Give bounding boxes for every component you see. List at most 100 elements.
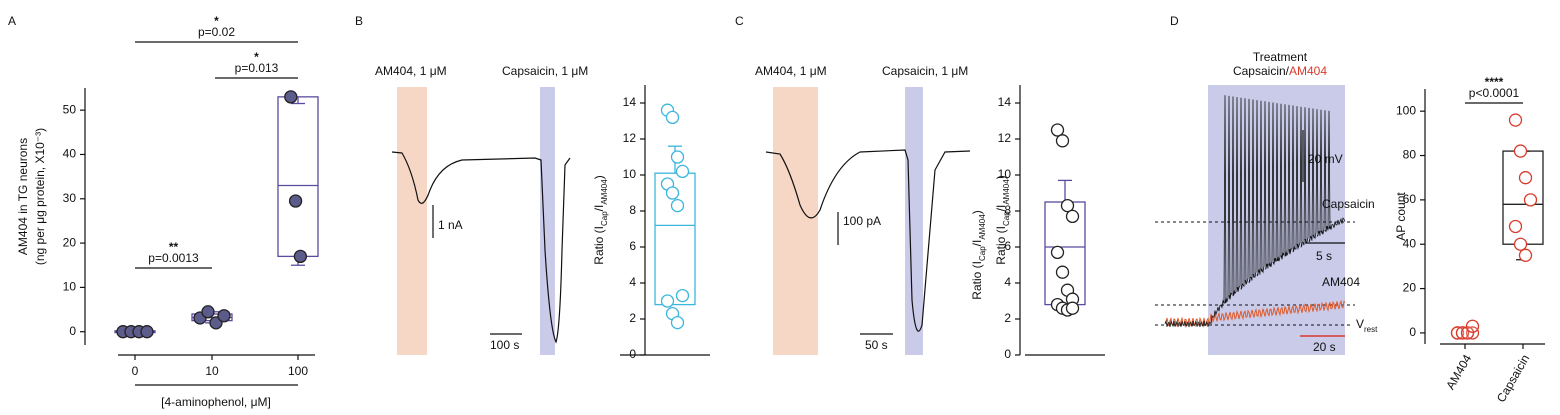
data-point <box>1065 209 1080 224</box>
label-part: /I <box>592 205 606 212</box>
y-tick-label: 40 <box>63 147 77 161</box>
y-tick-label: 2 <box>1004 311 1011 325</box>
label-part: Ratio (I <box>970 261 984 300</box>
am404-trace <box>1164 299 1346 328</box>
y-axis-label: AP count <box>1394 192 1408 241</box>
data-point <box>660 294 675 308</box>
data-point <box>1065 301 1080 315</box>
y-tick-label: 20 <box>63 235 77 249</box>
label-part: AM404 <box>600 179 609 205</box>
data-point <box>1508 219 1523 234</box>
data-point <box>1050 245 1065 260</box>
scale-label: 1 nA <box>438 218 463 232</box>
x-tick-label: Capsaicin <box>1494 352 1532 405</box>
treatment-subtitle: Capsaicin/AM404 <box>1233 64 1327 78</box>
label-part: Capsaicin/ <box>1233 64 1290 78</box>
y-axis-label: (ng per μg protein, X10⁻³) <box>33 128 47 265</box>
data-point <box>675 164 690 179</box>
panel-letter: B <box>355 14 363 28</box>
scale-label: 5 s <box>1316 249 1332 263</box>
data-point <box>670 315 685 330</box>
data-point <box>140 325 154 339</box>
side-label: Ratio (ICap/IAM404) <box>970 210 986 299</box>
x-tick-label: 10 <box>205 364 219 378</box>
x-tick-label: 100 <box>288 364 308 378</box>
label-part: ) <box>970 210 984 214</box>
y-tick-label: 2 <box>629 311 636 325</box>
data-point <box>1055 134 1070 148</box>
data-point <box>1518 248 1533 262</box>
scale-label: 100 s <box>490 338 519 352</box>
box <box>277 96 319 258</box>
data-point <box>1455 326 1470 340</box>
data-point <box>670 198 685 213</box>
treatment-label: Capsaicin, 1 μM <box>502 64 588 78</box>
data-point <box>284 90 298 104</box>
label-part: rest <box>1364 325 1378 334</box>
p-value: p=0.013 <box>235 61 279 75</box>
trace-label: AM404 <box>1322 275 1360 289</box>
y-tick-label: 12 <box>998 131 1012 145</box>
y-tick-label: 4 <box>629 275 636 289</box>
y-tick-label: 10 <box>998 167 1012 181</box>
box <box>1502 150 1544 245</box>
data-point <box>1060 198 1075 213</box>
data-point <box>201 305 215 319</box>
treatment-label: AM404, 1 μM <box>755 64 827 78</box>
y-tick-label: 0 <box>1409 325 1416 339</box>
data-point <box>1518 171 1533 185</box>
panel-letter: A <box>8 14 16 28</box>
label-part: ) <box>592 175 606 179</box>
treatment-title: Treatment <box>1253 50 1308 64</box>
label-part: /I <box>970 240 984 247</box>
vrest-label: Vrest <box>1356 317 1378 333</box>
y-axis-label: AM404 in TG neurons <box>16 138 30 255</box>
data-point <box>1465 326 1480 340</box>
data-point <box>1508 113 1523 127</box>
y-tick-label: 60 <box>1403 192 1417 206</box>
data-point <box>293 249 308 264</box>
treatment-label: AM404, 1 μM <box>375 64 447 78</box>
label-part: Cap <box>1002 211 1011 226</box>
data-point <box>665 186 680 200</box>
y-tick-label: 14 <box>623 95 637 109</box>
data-point <box>288 194 303 208</box>
data-point <box>1513 237 1528 251</box>
data-point <box>1513 144 1528 158</box>
data-point <box>1055 265 1070 279</box>
x-axis-label: [4-aminophenol, μM] <box>161 395 271 409</box>
data-point <box>217 309 231 323</box>
capsaicin-shade <box>905 87 923 355</box>
data-point <box>1450 326 1465 340</box>
data-point <box>1460 326 1475 340</box>
am404-shade <box>773 87 818 355</box>
p-value: p<0.0001 <box>1469 86 1520 100</box>
scale-label: 20 s <box>1313 340 1336 354</box>
x-tick-label: 0 <box>132 364 139 378</box>
y-tick-label: 30 <box>63 191 77 205</box>
data-point <box>1050 123 1065 137</box>
p-value: p=0.02 <box>198 25 235 39</box>
y-tick-label: 8 <box>629 203 636 217</box>
y-axis-label: Ratio (ICap/IAM404) <box>994 175 1010 264</box>
label-part: ) <box>994 175 1008 179</box>
data-point <box>665 110 680 125</box>
y-tick-label: 100 <box>1396 103 1416 117</box>
label-part: AP count <box>1394 192 1408 241</box>
y-tick-label: 8 <box>1004 203 1011 217</box>
scale-label: 50 s <box>865 338 888 352</box>
y-tick-label: 0 <box>1004 347 1011 361</box>
voltage-traces <box>1164 95 1346 328</box>
label-part: Ratio (I <box>592 226 606 265</box>
y-tick-label: 6 <box>1004 239 1011 253</box>
trace-label: Capsaicin <box>1322 197 1375 211</box>
label-part: /I <box>994 205 1008 212</box>
significance-stars: **** <box>1485 75 1504 89</box>
label-part: AM404 <box>1002 179 1011 205</box>
data-point <box>670 150 685 164</box>
label-part: Cap <box>600 211 609 226</box>
label-part: AM404 <box>978 214 987 240</box>
current-trace <box>391 151 571 344</box>
panel-letter: C <box>735 14 744 28</box>
